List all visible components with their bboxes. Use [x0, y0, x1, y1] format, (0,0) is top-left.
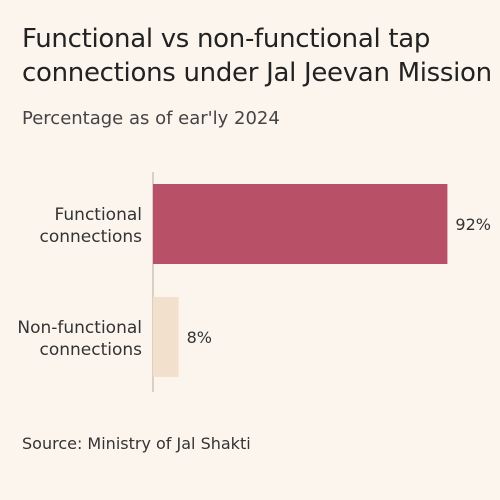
category-label-0-1: connections — [39, 227, 142, 247]
value-label-0: 92% — [455, 215, 491, 234]
bar-0 — [153, 184, 448, 264]
value-label-1: 8% — [187, 328, 212, 347]
chart-subtitle: Percentage as of ear'ly 2024 — [22, 108, 280, 129]
bar-1 — [153, 297, 179, 377]
category-label-1-0: Non-functional — [17, 318, 142, 338]
chart-title: Functional vs non-functional tap connect… — [22, 24, 492, 88]
category-label-1-1: connections — [39, 340, 142, 360]
category-label-0-0: Functional — [55, 205, 142, 225]
source-note: Source: Ministry of Jal Shakti — [22, 434, 251, 453]
